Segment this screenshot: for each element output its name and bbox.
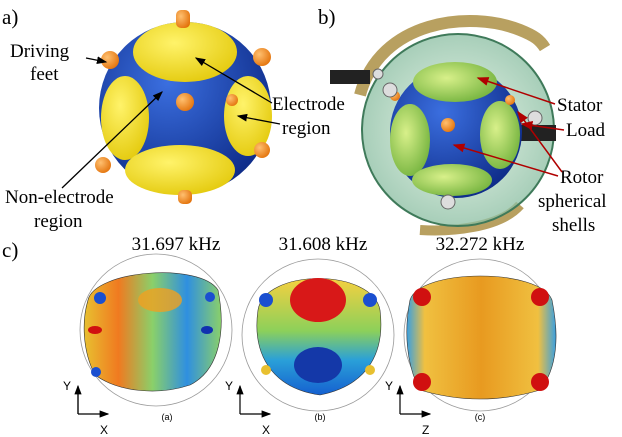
label: Y bbox=[63, 379, 71, 393]
shape bbox=[201, 326, 213, 334]
shape bbox=[412, 164, 492, 196]
shape bbox=[254, 142, 270, 158]
shape bbox=[101, 51, 119, 69]
shape bbox=[226, 94, 238, 106]
shape bbox=[95, 10, 271, 204]
label: c) bbox=[2, 238, 18, 262]
label: 32.272 kHz bbox=[436, 234, 525, 255]
shape bbox=[413, 373, 431, 391]
arrow bbox=[236, 113, 281, 125]
shape bbox=[354, 15, 551, 97]
label: spherical bbox=[538, 191, 607, 212]
shape bbox=[101, 76, 149, 160]
label: region bbox=[34, 211, 83, 232]
label: (a) bbox=[162, 412, 173, 422]
shape bbox=[441, 118, 455, 132]
panel-c: c) 31.697 kHz 31.608 kHz 32.272 kHz (a) … bbox=[2, 234, 557, 437]
shape bbox=[294, 347, 342, 383]
shape bbox=[390, 104, 430, 176]
panel-a: a) Driving feet Electrode region Non-ele… bbox=[2, 5, 345, 232]
shape bbox=[363, 293, 377, 307]
arrow bbox=[85, 56, 108, 65]
mode-shape-c bbox=[403, 258, 557, 412]
mode-shape-b bbox=[241, 258, 395, 412]
panel-b: b) Stator Load Rotor spherical shells bbox=[318, 5, 607, 236]
label: Driving bbox=[10, 41, 70, 62]
shape bbox=[440, 194, 456, 210]
shape bbox=[531, 373, 549, 391]
shape bbox=[83, 272, 222, 392]
label: (b) bbox=[315, 412, 326, 422]
shape bbox=[241, 258, 395, 412]
label: b) bbox=[318, 5, 336, 29]
shape bbox=[290, 278, 346, 322]
shape bbox=[253, 48, 271, 66]
shape bbox=[330, 70, 370, 84]
shape bbox=[505, 95, 515, 105]
label: Load bbox=[566, 120, 606, 141]
shape bbox=[178, 190, 192, 204]
shape bbox=[125, 145, 235, 195]
shape bbox=[138, 288, 182, 312]
shape bbox=[527, 110, 543, 126]
shape bbox=[419, 201, 524, 236]
shape bbox=[261, 365, 271, 375]
shape bbox=[176, 93, 194, 111]
label: Non-electrode bbox=[5, 187, 114, 208]
shape bbox=[413, 288, 431, 306]
shape bbox=[94, 292, 106, 304]
shape bbox=[88, 326, 102, 334]
label: 31.608 kHz bbox=[279, 234, 368, 255]
arrow bbox=[517, 110, 563, 173]
arrow bbox=[77, 388, 108, 414]
label: (c) bbox=[475, 412, 486, 422]
label: X bbox=[100, 423, 108, 437]
label: feet bbox=[30, 64, 59, 85]
label: X bbox=[262, 423, 270, 437]
shape bbox=[91, 367, 101, 377]
shape bbox=[382, 82, 398, 98]
label: 31.697 kHz bbox=[132, 234, 221, 255]
label: Y bbox=[225, 379, 233, 393]
arrow bbox=[452, 143, 559, 177]
label: Rotor bbox=[560, 167, 604, 188]
arrow bbox=[194, 57, 273, 104]
label: Electrode bbox=[272, 94, 345, 115]
shape bbox=[79, 253, 233, 407]
shape bbox=[205, 292, 215, 302]
shape bbox=[95, 157, 111, 173]
shape bbox=[74, 384, 432, 414]
arrow bbox=[61, 91, 163, 189]
label: Stator bbox=[557, 95, 603, 116]
label: Y bbox=[385, 379, 393, 393]
shape bbox=[259, 293, 273, 307]
shape bbox=[176, 10, 190, 28]
shape bbox=[372, 68, 543, 210]
arrow bbox=[476, 77, 556, 105]
label: region bbox=[282, 118, 331, 139]
shape bbox=[372, 68, 384, 80]
arrow bbox=[520, 121, 565, 131]
mode-shape-a bbox=[79, 253, 233, 407]
shape bbox=[480, 101, 520, 169]
shape bbox=[413, 62, 497, 102]
shape bbox=[390, 91, 515, 132]
shape bbox=[531, 288, 549, 306]
label: a) bbox=[2, 5, 18, 29]
label: Z bbox=[422, 423, 429, 437]
shape bbox=[365, 365, 375, 375]
label: shells bbox=[552, 215, 595, 236]
